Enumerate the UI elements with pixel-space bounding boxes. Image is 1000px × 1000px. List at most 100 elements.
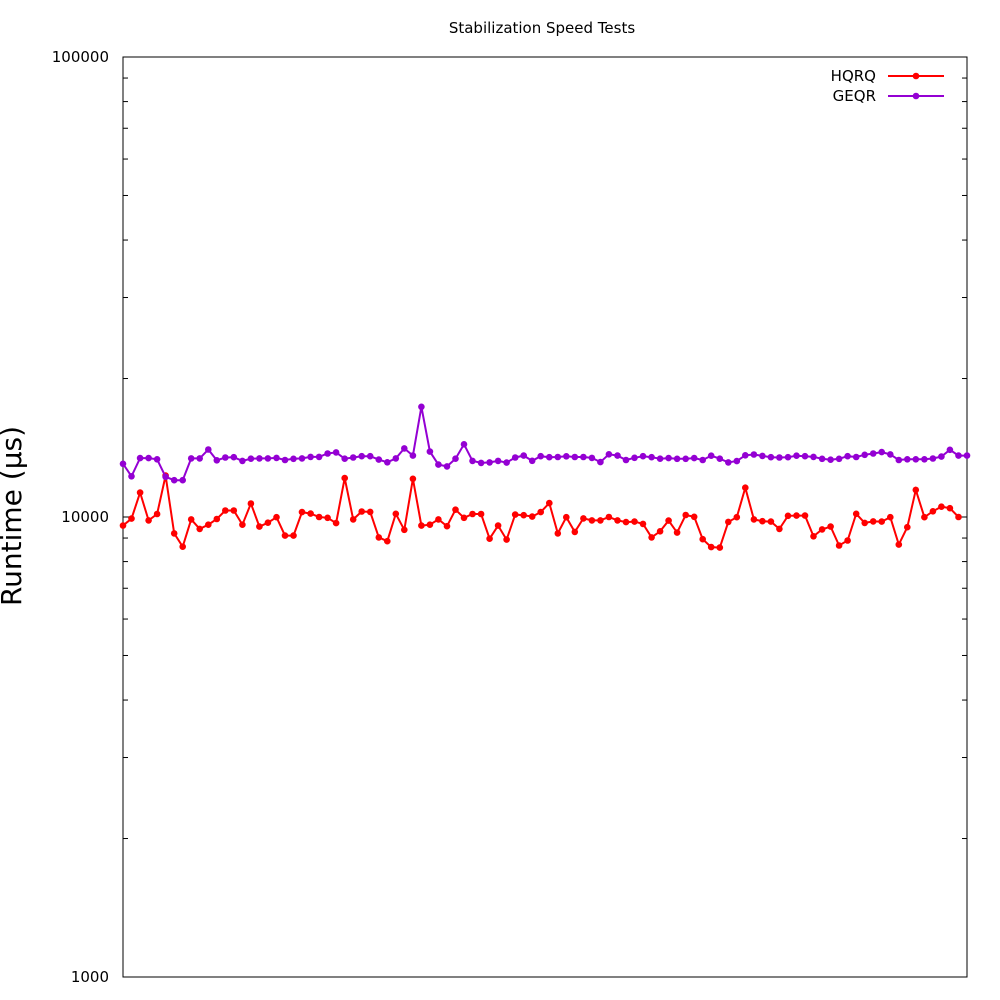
data-point bbox=[452, 506, 459, 513]
data-point bbox=[349, 516, 357, 523]
data-point bbox=[614, 517, 621, 524]
y-tick-label: 1000 bbox=[71, 968, 109, 986]
data-point bbox=[136, 454, 144, 462]
data-point bbox=[256, 523, 263, 530]
data-point bbox=[366, 508, 374, 516]
data-point bbox=[622, 518, 630, 526]
data-point bbox=[443, 522, 451, 530]
data-point bbox=[170, 476, 178, 484]
data-point bbox=[707, 543, 715, 551]
data-point bbox=[179, 476, 186, 484]
data-point bbox=[528, 457, 536, 465]
data-point bbox=[341, 455, 349, 463]
data-point bbox=[597, 517, 604, 524]
data-point bbox=[145, 454, 152, 462]
data-point bbox=[656, 455, 664, 463]
data-point bbox=[145, 517, 152, 524]
data-point bbox=[852, 510, 860, 518]
data-point bbox=[955, 513, 962, 521]
data-point bbox=[571, 453, 579, 461]
legend-label: HQRQ bbox=[831, 67, 876, 85]
data-point bbox=[392, 455, 400, 462]
data-point bbox=[401, 445, 408, 452]
data-point bbox=[332, 449, 340, 456]
data-point bbox=[435, 461, 442, 468]
data-point bbox=[298, 508, 306, 516]
data-point bbox=[435, 516, 442, 523]
data-point bbox=[597, 458, 604, 466]
data-point bbox=[409, 475, 417, 483]
data-point bbox=[349, 454, 357, 461]
data-point bbox=[929, 508, 937, 515]
data-point bbox=[699, 456, 706, 464]
data-point bbox=[639, 452, 647, 460]
data-point bbox=[690, 454, 698, 462]
data-point bbox=[239, 521, 246, 528]
data-point bbox=[588, 517, 596, 524]
data-point bbox=[912, 456, 920, 463]
data-point bbox=[511, 454, 519, 461]
data-point bbox=[776, 525, 783, 533]
data-point bbox=[264, 519, 272, 526]
data-point bbox=[605, 451, 613, 458]
data-point bbox=[366, 452, 374, 460]
data-point bbox=[690, 513, 698, 521]
data-point bbox=[409, 452, 417, 459]
data-point bbox=[281, 532, 289, 539]
data-point bbox=[554, 530, 562, 537]
data-point bbox=[605, 513, 613, 521]
series-geqr bbox=[119, 403, 971, 484]
data-point bbox=[187, 455, 195, 462]
data-point bbox=[673, 455, 681, 463]
data-point bbox=[904, 523, 911, 531]
legend-item: HQRQ bbox=[831, 67, 944, 85]
data-point bbox=[477, 510, 485, 518]
data-point bbox=[324, 514, 331, 522]
legend-item: GEQR bbox=[833, 87, 944, 105]
data-point bbox=[750, 451, 758, 458]
data-point bbox=[835, 542, 843, 549]
axes bbox=[122, 56, 968, 978]
data-point bbox=[716, 455, 724, 463]
data-point bbox=[563, 513, 570, 521]
data-point bbox=[290, 455, 297, 463]
data-point bbox=[187, 516, 195, 523]
legend-label: GEQR bbox=[833, 87, 876, 105]
data-point bbox=[818, 526, 826, 533]
data-point bbox=[341, 474, 349, 482]
data-point bbox=[707, 452, 715, 460]
data-point bbox=[307, 510, 314, 517]
data-point bbox=[716, 544, 724, 551]
data-point bbox=[793, 512, 800, 519]
data-point bbox=[631, 454, 638, 462]
data-point bbox=[665, 454, 672, 462]
data-point bbox=[196, 455, 203, 462]
data-point bbox=[938, 503, 945, 511]
data-point bbox=[315, 513, 323, 521]
data-point bbox=[580, 515, 587, 522]
data-point bbox=[639, 520, 647, 528]
data-point bbox=[963, 452, 971, 459]
data-point bbox=[247, 455, 255, 463]
data-point bbox=[887, 451, 894, 458]
data-point bbox=[494, 522, 502, 529]
data-point bbox=[921, 513, 928, 521]
data-point bbox=[759, 452, 766, 460]
data-point bbox=[767, 518, 775, 525]
data-point bbox=[784, 453, 792, 461]
data-point bbox=[852, 453, 860, 461]
data-point bbox=[810, 453, 817, 461]
plot-frame bbox=[122, 56, 968, 978]
data-point bbox=[827, 456, 834, 464]
data-point bbox=[648, 534, 655, 541]
data-point bbox=[401, 526, 408, 534]
data-point bbox=[290, 532, 297, 539]
data-point bbox=[861, 519, 868, 527]
data-point bbox=[580, 453, 587, 461]
data-point bbox=[477, 459, 485, 467]
data-point bbox=[307, 453, 314, 461]
data-point bbox=[571, 528, 579, 536]
data-point bbox=[588, 454, 596, 462]
